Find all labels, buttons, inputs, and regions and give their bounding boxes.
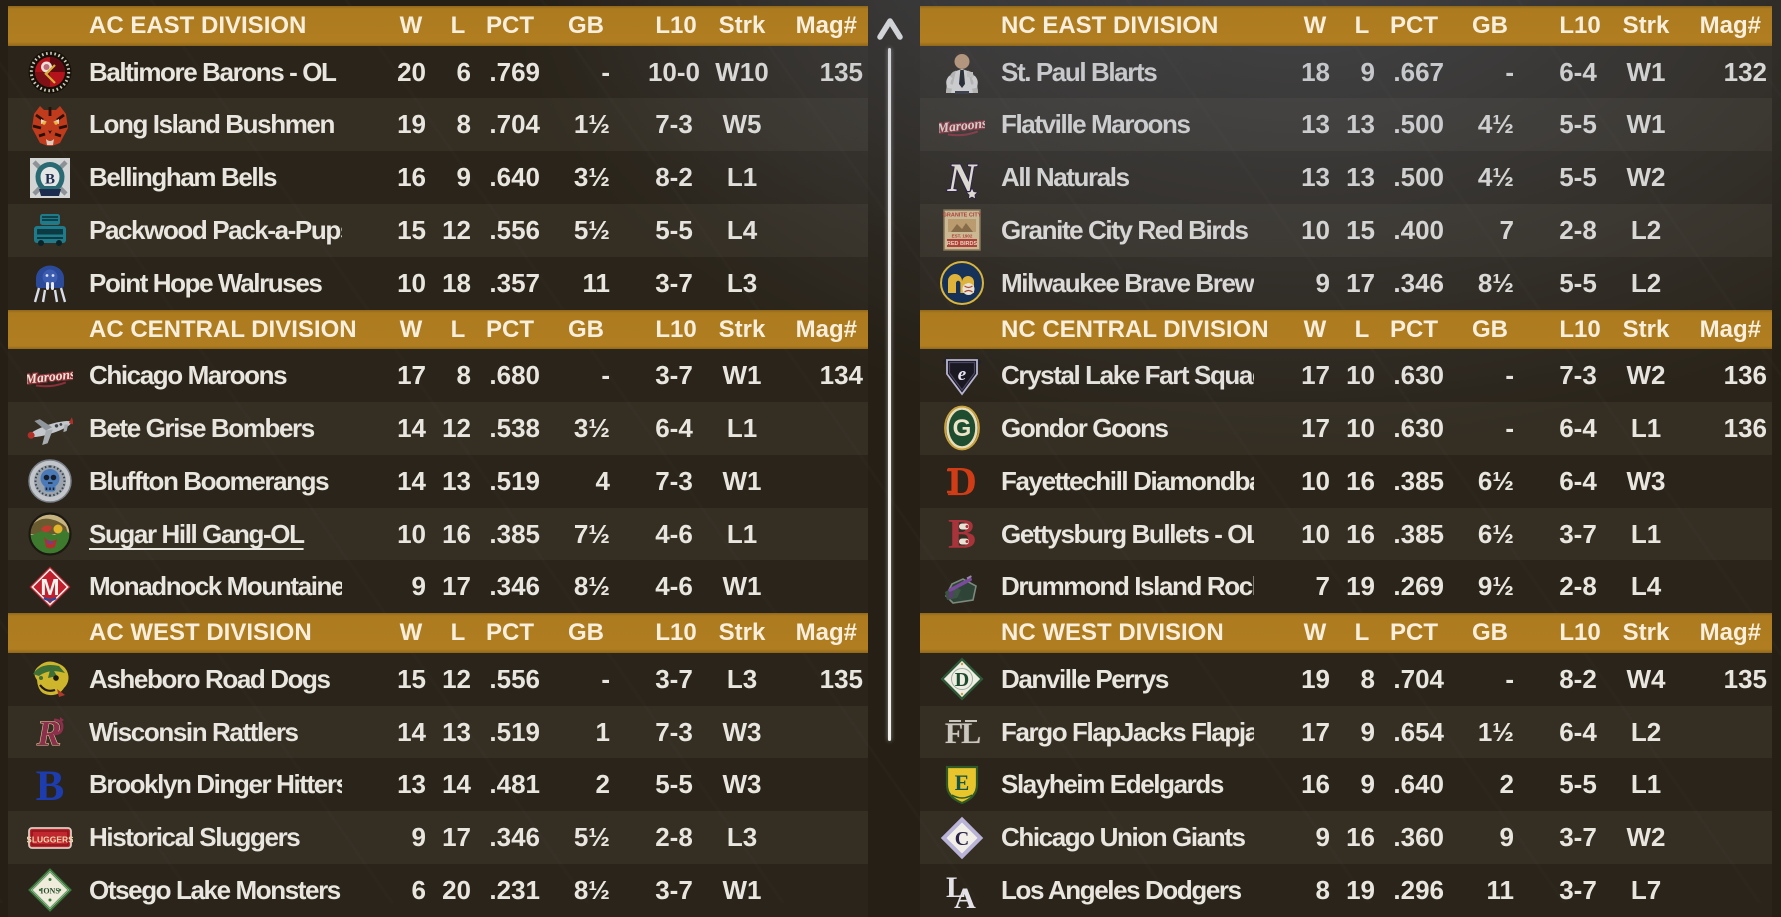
svg-text:SLUGGERS: SLUGGERS xyxy=(27,834,73,844)
svg-text:E: E xyxy=(955,770,970,795)
svg-text:B: B xyxy=(45,171,55,187)
svg-text:N: N xyxy=(947,155,979,200)
svg-text:EST. 1902: EST. 1902 xyxy=(952,234,973,239)
svg-text:M: M xyxy=(40,574,59,600)
svg-text:FL: FL xyxy=(945,717,980,750)
svg-text:G: G xyxy=(953,415,972,442)
svg-text:e: e xyxy=(958,364,967,385)
svg-text:A: A xyxy=(954,882,976,913)
svg-text:Maroons: Maroons xyxy=(939,115,985,135)
svg-text:B: B xyxy=(36,763,65,808)
svg-text:D: D xyxy=(947,458,977,504)
svg-text:B: B xyxy=(948,512,976,557)
svg-text:C: C xyxy=(955,828,969,850)
svg-text:L: L xyxy=(946,871,966,904)
svg-text:RED BIRDS: RED BIRDS xyxy=(947,241,978,247)
svg-text:Maroons: Maroons xyxy=(27,366,73,386)
svg-text:IONS: IONS xyxy=(40,887,60,896)
svg-text:D: D xyxy=(955,669,969,691)
svg-text:GRANITE CITY: GRANITE CITY xyxy=(943,213,982,219)
